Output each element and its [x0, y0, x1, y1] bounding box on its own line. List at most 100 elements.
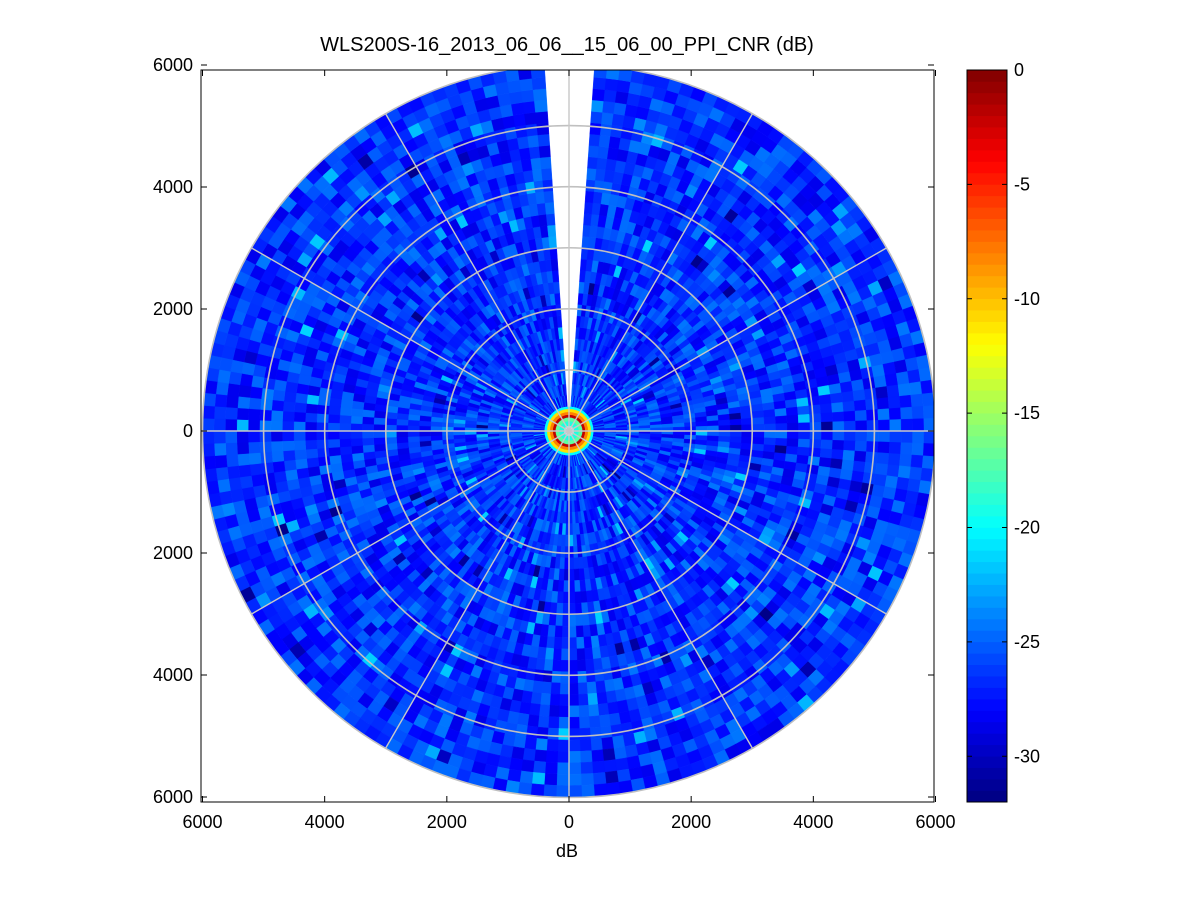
cnr-cell [247, 418, 260, 432]
cnr-cell [270, 430, 283, 442]
cnr-cell [798, 430, 811, 441]
cnr-cell [236, 429, 249, 443]
cnr-cell [574, 614, 583, 627]
cnr-cell [900, 418, 913, 433]
cnr-cell [809, 430, 822, 441]
cnr-cell [327, 421, 340, 432]
cnr-cell [384, 423, 397, 432]
cnr-cell [866, 409, 879, 422]
cnr-cell [588, 726, 602, 740]
cnr-cell [577, 693, 589, 706]
cnr-cell [305, 447, 319, 459]
cnr-cell [293, 439, 306, 451]
cnr-cell [889, 430, 902, 444]
cnr-cell [568, 705, 580, 718]
cnr-cell [843, 420, 856, 432]
cnr-cell [293, 410, 307, 423]
cnr-cell [831, 439, 845, 452]
cnr-cell [248, 440, 261, 454]
cnr-cell [877, 408, 890, 422]
cnr-cell [542, 179, 554, 192]
cnr-cell [832, 430, 845, 442]
cnr-cell [718, 419, 731, 427]
cnr-cell [534, 99, 548, 113]
cnr-cell [327, 430, 340, 440]
cnr-cell [900, 430, 913, 445]
cnr-cell [576, 670, 587, 684]
cnr-cell [567, 762, 582, 775]
cnr-cell [909, 381, 923, 397]
plot-area [201, 70, 934, 799]
cnr-cell [579, 761, 594, 775]
cnr-cell [225, 429, 238, 444]
cnr-cell [373, 423, 386, 432]
cnr-cell [361, 423, 374, 432]
cnr-cell [821, 421, 834, 432]
cnr-cell [236, 406, 250, 421]
cnr-cell [282, 410, 295, 422]
cnr-cell [293, 420, 306, 432]
cnr-cell [522, 100, 537, 114]
cnr-cell [899, 394, 913, 409]
cnr-cell [574, 602, 583, 615]
cnr-cell [568, 716, 580, 729]
cnr-cell [729, 418, 742, 427]
cnr-cell [557, 716, 570, 729]
cnr-cell [764, 430, 777, 439]
cnr-cell [550, 258, 559, 272]
cnr-cell [560, 637, 570, 650]
cnr-cell [540, 156, 552, 170]
cnr-cell [520, 89, 536, 103]
cnr-cell [545, 213, 556, 226]
cnr-cell [878, 430, 891, 444]
cnr-cell [316, 421, 329, 432]
cnr-cell [225, 453, 239, 468]
cnr-cell [752, 430, 765, 439]
cnr-cell [897, 383, 912, 398]
cnr-cell [537, 133, 550, 147]
cnr-cell [556, 739, 570, 752]
cnr-cell [270, 419, 283, 432]
cnr-cell [775, 430, 788, 440]
cnr-cell [373, 436, 386, 445]
cnr-cell [912, 430, 925, 445]
cnr-cell [553, 281, 560, 294]
cnr-cell [587, 704, 600, 717]
cnr-cell [259, 419, 272, 432]
chart-title: WLS200S-16_2013_06_06__15_06_00_PPI_CNR … [320, 34, 814, 56]
cnr-cell [576, 682, 588, 695]
cnr-cell [843, 430, 856, 442]
cnr-cell [543, 761, 558, 775]
cnr-cell [866, 420, 879, 433]
cnr-cell [259, 408, 272, 421]
cnr-cell [576, 659, 587, 672]
cnr-cell [270, 440, 284, 452]
cnr-cell [270, 409, 284, 422]
cnr-cell [561, 603, 570, 616]
cnr-cell [226, 464, 241, 479]
cnr-cell [316, 430, 329, 441]
cnr-cell [775, 415, 788, 425]
cnr-cell [551, 270, 560, 283]
cnr-cell [567, 739, 581, 752]
cnr-cell [842, 400, 856, 413]
cnr-cell [247, 429, 260, 443]
cnr-cell [910, 393, 924, 409]
cnr-cell [293, 430, 306, 441]
cnr-cell [561, 614, 570, 627]
cnr-cell [316, 438, 329, 449]
cnr-cell [854, 410, 868, 422]
cnr-cell [567, 751, 581, 764]
cnr-cell [590, 749, 604, 763]
cnr-cell [555, 304, 562, 317]
cnr-cell [350, 422, 363, 432]
cnr-cell [555, 762, 570, 775]
cnr-cell [350, 437, 363, 447]
cnr-cell [536, 122, 550, 136]
cnr-cell [305, 438, 318, 450]
cnr-cell [809, 421, 822, 432]
cnr-cell [591, 760, 606, 774]
cnr-cell [821, 430, 834, 442]
cnr-cell [888, 407, 902, 421]
